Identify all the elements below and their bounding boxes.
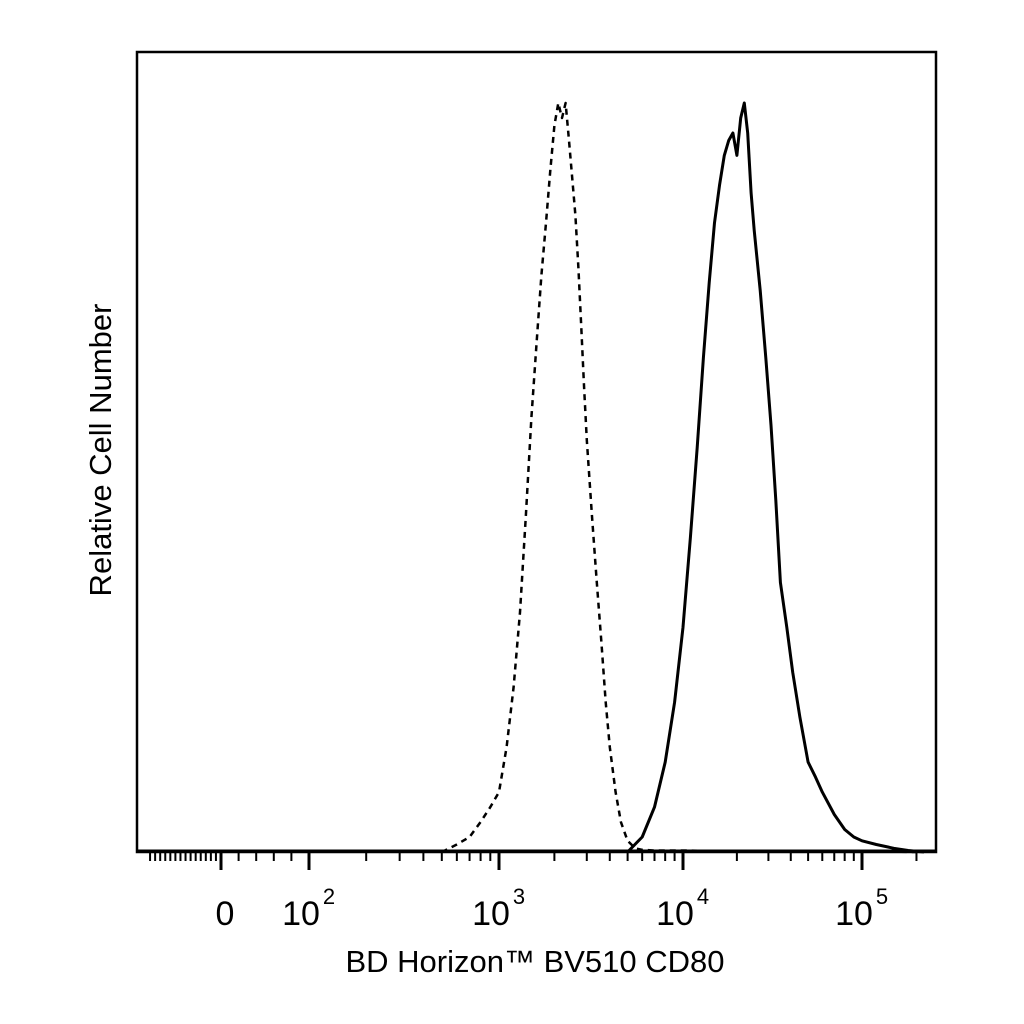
x-tick-label-exp-3: 4 [697,884,709,909]
solid-histogram-line-1 [626,101,925,854]
x-tick-label-exp-1: 2 [323,884,335,909]
x-tick-label-1: 10 2 [282,884,335,933]
x-tick-label-base-2: 10 [472,895,510,933]
x-tick-label-4: 10 5 [835,884,888,933]
x-axis-minor-ticks [149,852,918,861]
x-tick-label-base-1: 10 [282,895,320,933]
x-tick-label-base-3: 10 [656,895,694,933]
x-tick-label-base-0: 0 [216,895,235,933]
plot-frame [135,50,938,854]
x-tick-label-3: 10 4 [656,884,709,933]
x-tick-label-exp-2: 3 [513,884,525,909]
x-tick-label-exp-4: 5 [876,884,888,909]
x-axis-major-ticks [219,852,864,870]
x-tick-label-2: 10 3 [472,884,525,933]
series-layer [137,101,936,854]
x-axis-title: BD Horizon™ BV510 CD80 [345,944,724,979]
x-tick-label-base-4: 10 [835,895,873,933]
y-axis-title: Relative Cell Number [83,304,118,597]
x-tick-label-0: 0 [216,895,235,933]
dashed-histogram-line-0 [441,101,917,854]
x-axis-tick-labels: 0 10 2 10 3 10 4 10 5 [216,884,889,933]
